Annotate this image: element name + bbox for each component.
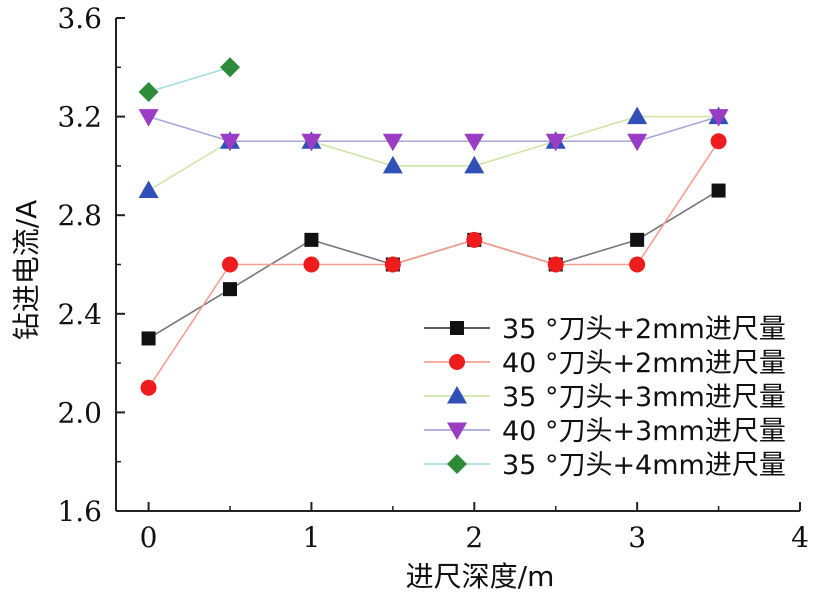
x-tick-label: 2 [465, 521, 483, 554]
series-line-3 [148, 115, 719, 192]
x-tick-label: 0 [140, 521, 158, 554]
x-tick-label: 3 [628, 521, 646, 554]
data-point-series-2 [710, 133, 727, 150]
data-point-series-4 [464, 133, 485, 152]
series-line-5 [148, 66, 231, 93]
data-point-series-1 [141, 331, 156, 346]
series-line-4 [148, 115, 719, 143]
data-point-series-4 [138, 109, 159, 127]
y-tick-label: 2.8 [57, 199, 102, 232]
data-point-series-3 [138, 180, 159, 199]
y-tick-label: 2.0 [57, 396, 102, 429]
x-axis-title: 进尺深度/m [406, 560, 555, 593]
tick-marks [116, 17, 801, 512]
y-tick-label: 2.4 [57, 298, 102, 331]
legend-marker [447, 386, 467, 404]
y-tick-label: 3.2 [57, 101, 102, 134]
legend-label: 35 °刀头+3mm进尺量 [502, 382, 786, 413]
data-point-series-2 [466, 231, 483, 248]
tick-labels: 1.6 2.0 2.4 2.8 3.2 3.6 0 1 2 3 4 [57, 2, 808, 554]
y-axis-title: 钻进电流/A [10, 200, 43, 341]
data-point-series-5 [138, 81, 159, 102]
data-point-series-2 [629, 256, 646, 273]
data-point-series-1 [711, 183, 726, 198]
data-point-series-2 [303, 256, 320, 273]
data-point-series-4 [708, 109, 729, 127]
y-tick-label: 1.6 [57, 495, 102, 528]
legend-marker [450, 321, 464, 335]
data-point-series-1 [223, 282, 237, 297]
data-point-series-1 [630, 232, 645, 247]
legend-label: 40 °刀头+3mm进尺量 [502, 416, 786, 447]
data-point-series-4 [220, 133, 240, 152]
legend-label: 35 °刀头+4mm进尺量 [502, 450, 786, 481]
data-point-series-4 [545, 133, 566, 152]
series-lines [147, 66, 720, 389]
legend-marker [447, 454, 467, 474]
data-point-series-5 [220, 57, 240, 78]
data-point-series-2 [222, 256, 238, 273]
legend-marker [447, 422, 467, 440]
series-markers [138, 57, 729, 396]
x-tick-label: 1 [303, 521, 321, 554]
y-tick-label: 3.6 [57, 2, 102, 35]
legend-label: 40 °刀头+2mm进尺量 [502, 348, 786, 379]
data-point-series-3 [464, 155, 485, 174]
data-point-series-4 [382, 133, 403, 152]
x-tick-label: 4 [791, 521, 809, 554]
legend-marker [449, 354, 465, 370]
series-line-2 [147, 140, 720, 389]
data-point-series-4 [627, 133, 648, 152]
legend-label: 35 °刀头+2mm进尺量 [502, 314, 786, 345]
data-point-series-2 [547, 256, 564, 273]
data-point-series-3 [627, 106, 648, 125]
data-point-series-1 [304, 232, 319, 247]
data-point-series-3 [382, 155, 403, 174]
data-point-series-2 [140, 379, 157, 396]
data-point-series-4 [301, 133, 322, 152]
data-point-series-2 [384, 256, 401, 273]
